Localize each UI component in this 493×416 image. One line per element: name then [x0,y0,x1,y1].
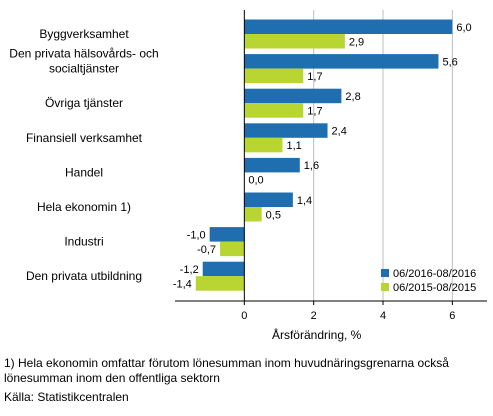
bar-series1 [244,19,453,34]
bar-chart: Byggverksamhet Den privata hälsovårds- oc… [9,10,487,342]
bar-series1 [244,54,439,69]
bar-series2 [220,241,245,257]
category-label: Övriga tjänster [45,96,123,110]
category-label: Finansiell verksamhet [26,131,143,145]
bar-series1 [244,157,300,173]
category-labels: Byggverksamhet Den privata hälsovårds- oc… [9,27,158,283]
legend-swatch [381,269,389,277]
x-tick-label: 0 [241,310,247,322]
data-label: 1,6 [304,160,319,172]
footnote-line-2: lönesumman inom den offentliga sektorn [4,371,220,385]
bar-series1 [209,227,245,242]
data-label: 2,8 [345,91,360,103]
category-label: Den privata hälsovårds- och socialtjänste… [9,47,158,76]
bar-series1 [202,261,245,277]
data-label: 5,6 [442,56,457,68]
data-label: 1,1 [286,140,301,152]
gridlines [313,10,453,301]
bars [195,19,453,291]
legend: 06/2016-08/2016 06/2015-08/2015 [381,268,476,294]
data-label: 0,5 [266,209,281,221]
bar-series2 [244,137,283,153]
bar-series2 [244,34,345,49]
axes: 0 2 4 6 [175,10,487,322]
category-label: Handel [65,165,103,179]
bar-series2 [244,68,304,84]
category-label: Hela ekonomin 1) [37,200,131,214]
data-label: 0,0 [248,175,263,187]
data-labels: 6,0 2,9 5,6 1,7 2,8 1,7 2,4 1,11,6 0,0 1,4 0,5 -1,0… [173,22,472,291]
data-label: 1,4 [297,195,312,207]
bar-series2 [244,103,304,118]
footnote-line-1: 1) Hela ekonomin omfattar förutom lönesu… [4,356,449,370]
bar-series2 [244,207,262,222]
data-label: 6,0 [456,22,471,34]
category-label: Byggverksamhet [39,27,129,41]
data-label: -1,2 [180,264,199,276]
category-label: Industri [64,235,103,249]
data-label: -1,4 [173,278,192,290]
data-label: 2,4 [332,126,347,138]
x-tick-label: 6 [449,310,455,322]
data-label: 1,7 [307,105,322,117]
legend-label: 06/2016-08/2016 [393,268,476,280]
legend-swatch [381,283,389,291]
data-label: -0,7 [197,244,216,256]
bar-series1 [244,88,342,104]
bar-series1 [244,192,293,207]
bar-series1 [244,123,328,138]
data-label: 1,7 [307,71,322,83]
x-tick-label: 2 [311,310,317,322]
data-label: -1,0 [187,229,206,241]
x-tick-label: 4 [380,310,386,322]
x-axis-title: Årsförändring, % [272,327,362,342]
legend-label: 06/2015-08/2015 [393,282,476,294]
category-label: Den privata utbildning [26,269,142,283]
data-label: 2,9 [349,36,364,48]
bar-series2 [195,276,245,291]
source-note: Källa: Statistikcentralen [4,390,129,404]
